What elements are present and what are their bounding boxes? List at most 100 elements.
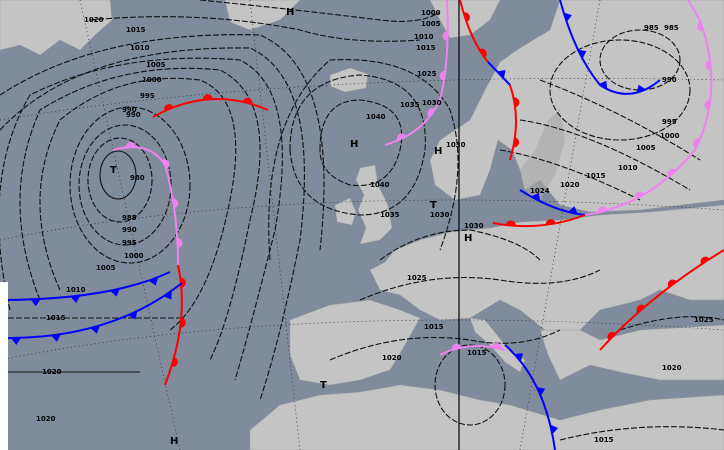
warm-front	[492, 214, 586, 228]
isobar-label: 985	[122, 214, 137, 222]
occluded-front-symbol	[172, 198, 179, 209]
warm-front-symbol	[607, 331, 616, 341]
isobar-label: 1010	[414, 33, 434, 41]
occluded-front-symbol	[704, 100, 711, 111]
warm-front-symbol	[180, 277, 186, 288]
isobar-label: 995	[662, 118, 677, 126]
isobar-label: 1020	[382, 354, 402, 362]
isobar-label: 1015	[424, 323, 444, 331]
side-strip	[0, 282, 8, 450]
occluded-front	[112, 146, 179, 266]
warm-front-symbol	[636, 304, 646, 313]
pressure-labels: 1020101510101005100099599099098098599099…	[36, 9, 714, 444]
isobar-label: 990	[126, 111, 141, 119]
cold-front	[0, 282, 183, 340]
occluded-front-symbol	[451, 343, 462, 350]
warm-front-symbol	[479, 48, 487, 58]
warm-front-symbol	[171, 357, 178, 367]
isobar-label: 1000	[142, 76, 162, 84]
isobar-label: 1040	[370, 181, 390, 189]
isobar-label: 1005	[421, 20, 441, 28]
occluded-front-symbol	[693, 138, 701, 149]
warm-front-symbol	[667, 279, 677, 288]
warm-front	[164, 264, 183, 386]
ireland	[334, 197, 357, 226]
occluded-front	[584, 0, 713, 216]
isobar-label: 1030	[446, 141, 466, 149]
cold-front-symbol	[496, 70, 506, 79]
warm-front	[459, 0, 489, 63]
greenland	[0, 0, 113, 56]
isobar-label: 990	[662, 76, 677, 84]
isobar-label: 1020	[560, 181, 580, 189]
warm-front-symbol	[505, 220, 516, 226]
cold-front-symbol	[11, 337, 22, 345]
occluded-front-symbol	[705, 60, 712, 71]
high-pressure-center: H	[170, 436, 178, 447]
greenland-east	[224, 0, 301, 31]
cold-front-symbol	[70, 295, 81, 304]
isobar-label: 990	[122, 106, 137, 114]
isobar-label: 1015	[586, 172, 606, 180]
cold-front-symbol	[110, 288, 120, 297]
cold-front-symbol	[514, 353, 523, 362]
isobar-label: 1030	[464, 222, 484, 230]
cold-front	[487, 61, 511, 86]
great-britain	[355, 164, 393, 245]
isobar-label: 985	[644, 24, 659, 32]
cold-front	[0, 271, 171, 301]
isobar-label: 1005	[96, 264, 116, 272]
isobar-label: 1030	[430, 211, 450, 219]
isobar-label: 990	[122, 226, 137, 234]
isobar-label: 1010	[66, 286, 86, 294]
warm-front-symbol	[180, 317, 186, 328]
cold-front-symbol	[163, 290, 172, 300]
cold-front-symbol	[563, 12, 572, 22]
high-pressure-center: H	[464, 233, 472, 244]
warm-front-symbol	[700, 256, 710, 265]
occluded-front-symbol	[439, 70, 446, 81]
isobar-label: 1025	[407, 274, 427, 282]
occluded-front-symbol	[427, 108, 436, 118]
isobar-label: 1015	[416, 44, 436, 52]
isobar-label: 1010	[618, 164, 638, 172]
occluded-front-symbol	[667, 168, 677, 178]
isobar-label: 1000	[421, 9, 441, 17]
cold-front-symbol	[598, 80, 608, 90]
isobar-label: 1024	[530, 187, 550, 195]
occluded-front-symbol	[491, 342, 502, 349]
high-pressure-center: H	[350, 139, 358, 150]
low-pressure-center: T	[110, 165, 117, 176]
isobar-label: 1015	[126, 26, 146, 34]
iceland	[329, 67, 369, 93]
warm-front-symbol	[202, 94, 213, 100]
isobar-label: 1000	[660, 132, 680, 140]
isobar-label: 1015	[46, 314, 66, 322]
isobar-label: 1015	[594, 436, 614, 444]
cold-front-symbol	[536, 387, 546, 397]
north-africa	[249, 384, 724, 450]
warm-front-symbol	[513, 137, 520, 148]
cold-front-symbol	[568, 206, 578, 215]
isobar-label: 1000	[124, 252, 144, 260]
isobar-label: 1035	[400, 101, 420, 109]
baltic-sea	[520, 110, 565, 200]
warm-front-symbol	[164, 104, 174, 111]
occluded-front-symbol	[162, 159, 170, 169]
occluded-front-symbol	[125, 142, 136, 148]
isobar-label: 1005	[636, 144, 656, 152]
low-pressure-center: T	[430, 200, 437, 211]
balkans-anatolia	[539, 324, 724, 381]
isobar-label: 1025	[417, 70, 437, 78]
occluded-front	[439, 345, 506, 356]
warm-front-symbol	[463, 12, 470, 23]
occluded-front-symbol	[396, 133, 407, 141]
isobar-label: 1025	[694, 316, 714, 324]
cold-front-symbol	[577, 49, 587, 59]
cold-front-symbol	[148, 277, 159, 286]
